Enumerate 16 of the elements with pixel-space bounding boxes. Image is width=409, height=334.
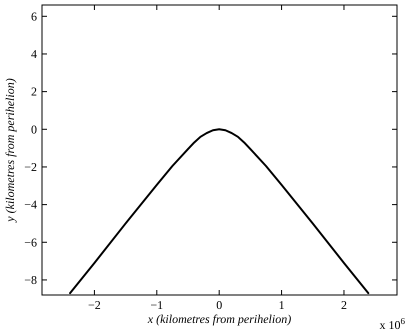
y-tick-label: −8 [24, 272, 37, 287]
x-tick-label: −1 [150, 298, 164, 312]
x-tick-label: 1 [278, 298, 285, 312]
y-tick-label: 4 [31, 46, 37, 61]
y-axis-title: y (kilometres from perihelion) [3, 78, 17, 223]
y-tick-label: 6 [31, 9, 37, 24]
y-tick-label: −2 [24, 160, 37, 174]
y-tick-label: −4 [24, 198, 37, 212]
x-tick-label: −2 [88, 298, 101, 312]
x-tick-label: 0 [216, 298, 222, 312]
x-axis-title: x (kilometres from perihelion) [146, 312, 292, 326]
text: x 10$^{6}$ [380, 316, 406, 332]
x-tick-label: 2 [340, 298, 347, 312]
y-tick-label: −6 [24, 235, 37, 250]
y-tick-label: 0 [31, 122, 37, 136]
y-tick-label: 2 [31, 84, 37, 99]
